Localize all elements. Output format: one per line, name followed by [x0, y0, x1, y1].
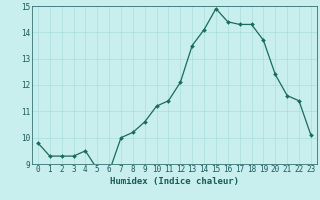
X-axis label: Humidex (Indice chaleur): Humidex (Indice chaleur)	[110, 177, 239, 186]
